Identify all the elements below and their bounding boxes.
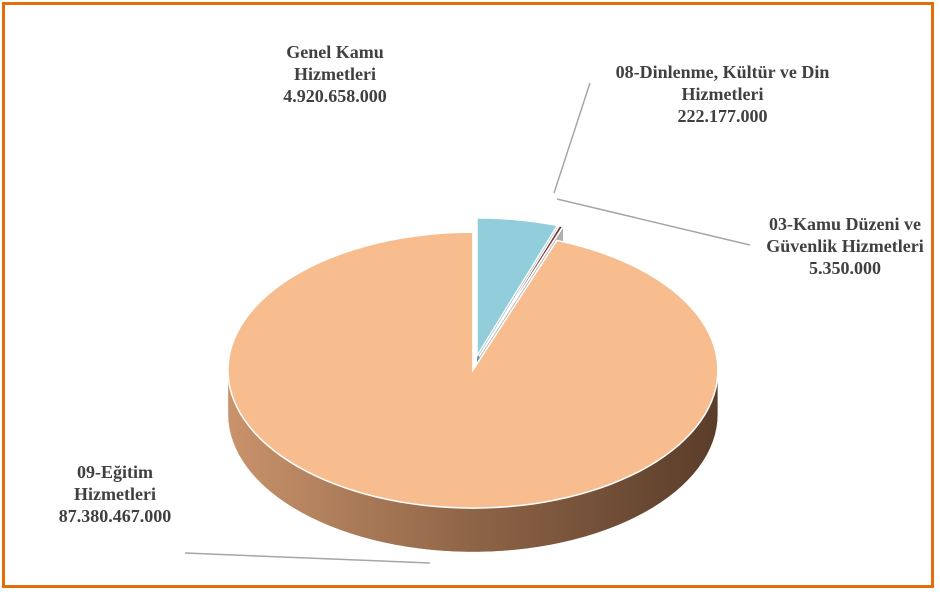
label-value: 4.920.658.000 xyxy=(283,86,387,106)
label-name: 08-Dinlenme, Kültür ve Din Hizmetleri xyxy=(615,62,830,104)
slice xyxy=(478,225,565,357)
label-name: Genel Kamu Hizmetleri xyxy=(286,42,384,84)
data-label: 03-Kamu Düzeni ve Güvenlik Hizmetleri 5.… xyxy=(745,213,940,279)
data-label: Genel Kamu Hizmetleri 4.920.658.000 xyxy=(260,41,410,107)
label-name: 09-Eğitim Hizmetleri xyxy=(74,462,156,504)
label-value: 87.380.467.000 xyxy=(58,506,172,526)
chart xyxy=(184,82,751,564)
data-label: 08-Dinlenme, Kültür ve Din Hizmetleri 22… xyxy=(600,61,845,127)
leader-line xyxy=(556,198,751,246)
label-value: 222.177.000 xyxy=(677,106,768,126)
slice xyxy=(476,217,559,359)
leader-line xyxy=(184,552,431,564)
chart-frame: Genel Kamu Hizmetleri 4.920.658.000 08-D… xyxy=(2,2,934,588)
label-value: 5.350.000 xyxy=(809,258,881,278)
data-label: 09-Eğitim Hizmetleri 87.380.467.000 xyxy=(35,461,195,527)
leader-line xyxy=(553,82,591,194)
label-name: 03-Kamu Düzeni ve Güvenlik Hizmetleri xyxy=(766,214,924,256)
slice xyxy=(227,231,719,509)
